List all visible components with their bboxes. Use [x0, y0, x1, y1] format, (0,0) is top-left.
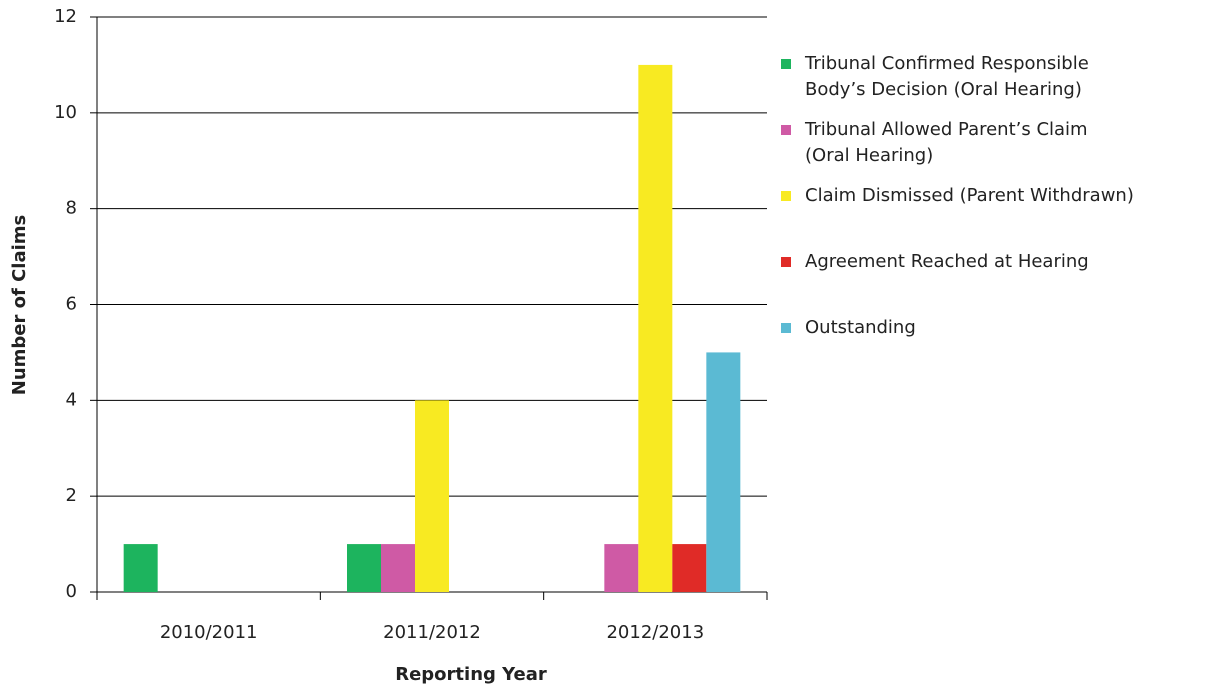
legend-label: Tribunal Confirmed Responsible Body’s De… — [805, 53, 1089, 100]
legend-item: Tribunal Allowed Parent’s Claim (Oral He… — [781, 117, 1105, 169]
legend-label: Claim Dismissed (Parent Withdrawn) — [805, 185, 1134, 206]
bar — [638, 64, 673, 592]
legend-item: Claim Dismissed (Parent Withdrawn) — [781, 183, 1145, 209]
x-axis-title: Reporting Year — [395, 664, 547, 685]
legend-label: Tribunal Allowed Parent’s Claim (Oral He… — [805, 119, 1088, 166]
legend-swatch — [781, 257, 791, 267]
legend-label: Agreement Reached at Hearing — [805, 251, 1089, 272]
y-tick-label: 2 — [66, 485, 77, 506]
x-tick-label: 2010/2011 — [160, 622, 258, 643]
legend-item: Tribunal Confirmed Responsible Body’s De… — [781, 51, 1145, 103]
y-tick-label: 4 — [66, 389, 77, 410]
bar — [415, 400, 449, 592]
legend-item: Agreement Reached at Hearing — [781, 249, 1145, 275]
y-tick-label: 12 — [54, 6, 77, 27]
y-axis-title: Number of Claims — [9, 215, 30, 396]
legend-swatch — [781, 59, 791, 69]
legend: Tribunal Confirmed Responsible Body’s De… — [781, 51, 1145, 381]
y-tick-label: 8 — [66, 198, 77, 219]
x-tick-label: 2012/2013 — [606, 622, 704, 643]
bar — [604, 544, 639, 592]
legend-swatch — [781, 191, 791, 201]
bar — [347, 544, 381, 592]
legend-swatch — [781, 323, 791, 333]
y-tick-label: 0 — [66, 581, 77, 602]
bar — [672, 544, 707, 592]
legend-item: Outstanding — [781, 315, 1145, 341]
legend-label: Outstanding — [805, 317, 916, 338]
y-tick-label: 10 — [54, 102, 77, 123]
legend-swatch — [781, 125, 791, 135]
bar — [381, 544, 415, 592]
x-tick-label: 2011/2012 — [383, 622, 481, 643]
y-tick-label: 6 — [66, 294, 77, 315]
bar — [123, 544, 158, 592]
bar — [706, 352, 741, 592]
